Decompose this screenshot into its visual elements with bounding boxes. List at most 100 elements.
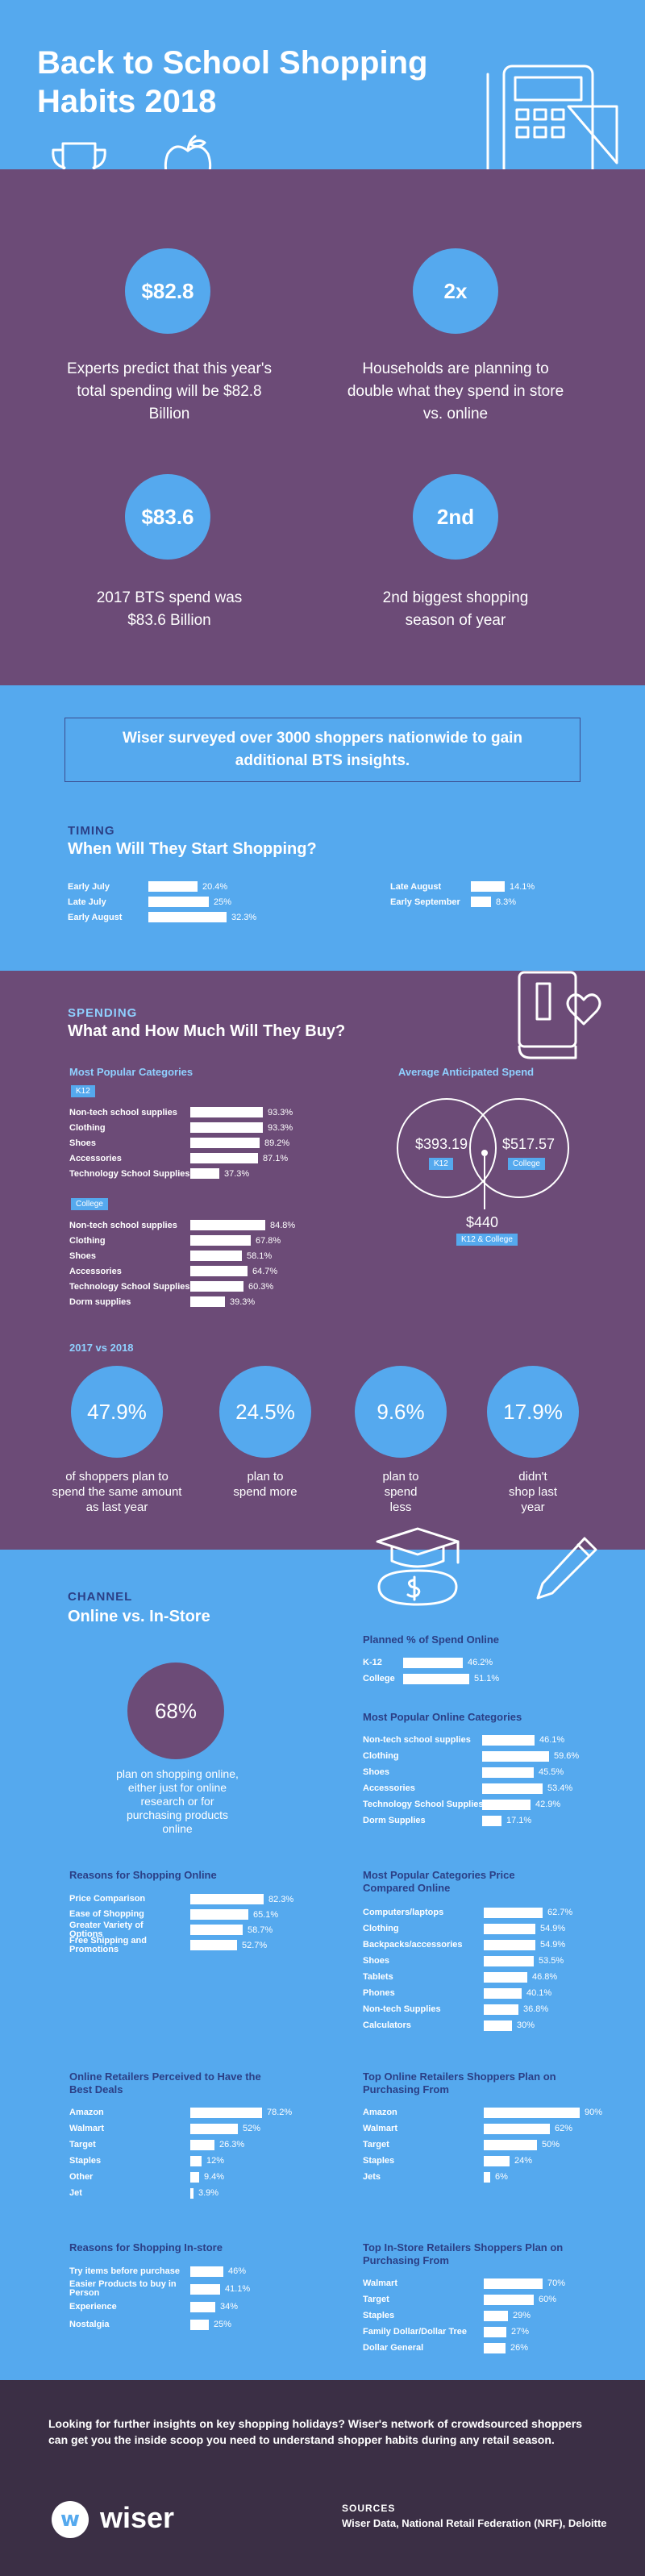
bar	[484, 2004, 518, 2015]
bar	[471, 881, 505, 892]
bar	[190, 2319, 209, 2330]
bar-value-label: 67.8%	[256, 1235, 281, 1246]
bar-row: Non-tech Supplies 36.8%	[363, 2001, 629, 2017]
bar-row: Shoes 89.2%	[69, 1135, 343, 1151]
bar-label: Shoes	[69, 1138, 97, 1148]
bar-row: K-12 46.2%	[363, 1654, 629, 1671]
bar-row: Tablets 46.8%	[363, 1969, 629, 1985]
bar-row: Backpacks/accessories 54.9%	[363, 1937, 629, 1953]
bar-value-label: 62.7%	[547, 1908, 573, 1917]
bar-label: Technology School Supplies	[69, 1281, 190, 1292]
bar	[484, 1987, 522, 1999]
bar-row: Dorm supplies 39.3%	[69, 1294, 343, 1309]
bar-label: Non-tech school supplies	[363, 1735, 471, 1745]
bar-label: K-12	[363, 1658, 382, 1667]
timing-chart-left: Early July 20.4% Late July 25% Early August 3…	[68, 879, 310, 943]
bar-label: Walmart	[69, 2124, 104, 2133]
channel-heading: Online vs. In-Store	[68, 1608, 210, 1625]
bar-value-label: 84.8%	[270, 1220, 296, 1230]
bar-label: College	[363, 1674, 395, 1683]
bar-value-label: 70%	[547, 2278, 566, 2288]
bar-label: Clothing	[363, 1751, 399, 1761]
bar-value-label: 51.1%	[474, 1674, 500, 1683]
bar-value-label: 26.3%	[219, 2140, 245, 2149]
stat-circle: 2x	[413, 248, 498, 334]
bar	[190, 1122, 263, 1133]
reasons-store-title: Reasons for Shopping In-store	[69, 2241, 223, 2253]
bar	[148, 912, 227, 922]
vs-title: 2017 vs 2018	[69, 1342, 134, 1354]
online-circle: 68%	[127, 1663, 224, 1759]
bar	[190, 1107, 263, 1117]
pencil-icon	[536, 1537, 597, 1600]
planned-title: Planned % of Spend Online	[363, 1633, 500, 1646]
bar-row: Non-tech school supplies 46.1%	[363, 1732, 629, 1748]
bar-row: Calculators 30%	[363, 2017, 629, 2033]
stat-circle: $83.6	[125, 474, 210, 560]
bar-value-label: 89.2%	[264, 1138, 290, 1148]
bar	[403, 1673, 469, 1684]
bar-row: Phones 40.1%	[363, 1985, 629, 2001]
online-text: plan on shopping online, either just for…	[116, 1767, 239, 1835]
bar	[190, 1251, 242, 1261]
bar-label: Target	[363, 2295, 389, 2304]
avg-spend-title: Average Anticipated Spend	[398, 1066, 535, 1078]
bar	[482, 1783, 543, 1794]
stat-text: Experts predict that this year's total s…	[67, 360, 272, 422]
survey-callout: Wiser surveyed over 3000 shoppers nation…	[64, 718, 580, 782]
spending-kicker: SPENDING	[68, 1006, 138, 1020]
channel-kicker: CHANNEL	[68, 1590, 133, 1604]
wiser-logo-icon: w	[52, 2501, 89, 2538]
bar-value-label: 30%	[517, 2020, 535, 2030]
bar-row: Clothing 54.9%	[363, 1921, 629, 1937]
bar-row: Greater Variety of Options 58.7%	[69, 1921, 343, 1938]
bar-label: Clothing	[69, 1235, 106, 1246]
bar-value-label: 25%	[214, 2320, 232, 2329]
bar	[484, 2139, 537, 2150]
spending-section: SPENDING What and How Much Will They Buy…	[0, 971, 645, 1550]
bar-row: Early July 20.4%	[68, 879, 310, 894]
bar-row: Walmart 70%	[363, 2275, 629, 2291]
bar-row: Target 60%	[363, 2291, 629, 2308]
bar-label: Late August	[390, 881, 442, 892]
bar-row: College 51.1%	[363, 1671, 629, 1687]
bar-value-label: 27%	[511, 2327, 530, 2337]
bar-value-label: 53.5%	[539, 1956, 564, 1966]
bar	[190, 2123, 238, 2134]
k12-pill: K12	[71, 1085, 95, 1097]
bar-value-label: 24%	[514, 2156, 533, 2166]
bar-value-label: 20.4%	[202, 881, 228, 892]
price-cmp-title: Most Popular Categories Price Compared O…	[363, 1869, 515, 1894]
bar-value-label: 39.3%	[230, 1296, 256, 1307]
stat-text: 2nd biggest shopping season of year	[382, 589, 529, 629]
avg-k12-pill: K12	[429, 1158, 453, 1170]
vs-circle: 9.6%	[355, 1366, 447, 1458]
bar	[190, 1220, 265, 1230]
bar	[482, 1799, 531, 1810]
bar-label: Staples	[363, 2156, 395, 2166]
bar-label: Technology School Supplies	[69, 1168, 190, 1179]
bar-value-label: 6%	[495, 2172, 508, 2182]
bar-label: Amazon	[69, 2108, 104, 2117]
sources-label: SOURCES	[342, 2503, 396, 2514]
bar-row: Amazon 78.2%	[69, 2104, 343, 2120]
bar-value-label: 12%	[206, 2156, 225, 2166]
wiser-logo-text: wiser	[100, 2501, 175, 2534]
bar-value-label: 78.2%	[267, 2108, 293, 2117]
reasons-online-title: Reasons for Shopping Online	[69, 1869, 217, 1881]
bar	[484, 2278, 543, 2289]
bar-row: Non-tech school supplies 84.8%	[69, 1217, 343, 1233]
timing-heading: When Will They Start Shopping?	[68, 840, 317, 858]
deals-chart: Amazon 78.2% Walmart 52% Target 26.3% Staples 1…	[69, 2104, 343, 2209]
bar	[484, 2107, 580, 2118]
bar-row: Late July 25%	[68, 894, 310, 909]
bar-label: Target	[69, 2140, 96, 2149]
bar-value-label: 37.3%	[224, 1168, 250, 1179]
college-pill: College	[71, 1198, 108, 1210]
bar-value-label: 87.1%	[263, 1153, 289, 1163]
bar	[190, 2187, 194, 2199]
bar-label: Dorm Supplies	[363, 1816, 426, 1825]
page-title: Back to School Shopping Habits 2018	[37, 45, 428, 119]
spending-heading: What and How Much Will They Buy?	[68, 1022, 346, 1040]
bar-label: Free Shipping and Promotions	[69, 1935, 147, 1954]
